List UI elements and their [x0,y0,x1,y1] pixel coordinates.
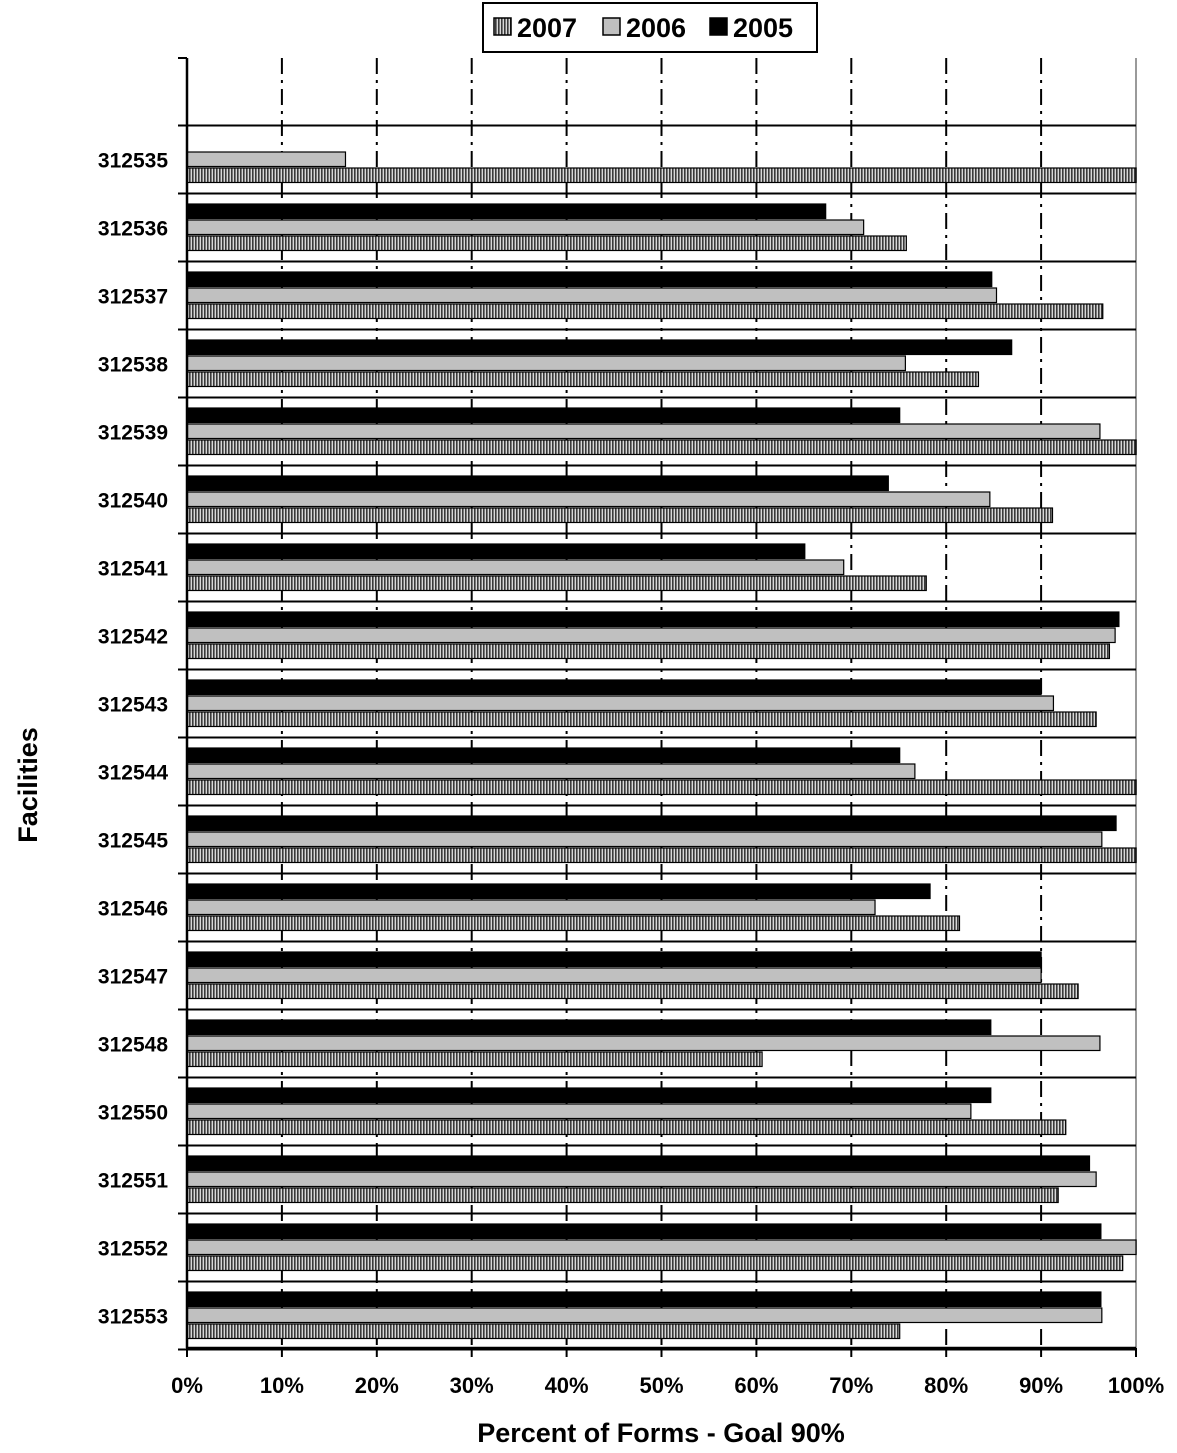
bar-2005-312545 [186,815,1117,832]
bar-2005-312551 [186,1155,1091,1172]
x-tick-label: 90% [1019,1373,1063,1398]
bar-2007-312547 [186,983,1079,1000]
bar-2006-312552 [186,1239,1137,1256]
bar-2006-312539 [186,423,1101,440]
x-tick-label: 50% [639,1373,683,1398]
x-tick-label: 100% [1108,1373,1164,1398]
bar-2005-312537 [186,271,993,288]
y-tick-label: 312541 [98,558,168,581]
y-tick-label: 312547 [98,966,168,989]
bar-2007-312538 [186,371,980,388]
bar-2005-312539 [186,407,901,424]
bar-2005-312547 [186,951,1042,968]
x-tick-label: 20% [355,1373,399,1398]
bar-2007-312540 [186,507,1054,524]
bar-2005-312540 [186,475,889,492]
bar-2007-312546 [186,915,961,932]
bar-2007-312548 [186,1051,763,1068]
bar-2006-312537 [186,287,998,304]
bar-2006-312542 [186,627,1116,644]
bar-2006-312541 [186,559,845,576]
bar-2007-312551 [186,1187,1059,1204]
bar-2006-312536 [186,219,865,236]
bar-2006-312545 [186,831,1103,848]
x-tick-label: 30% [450,1373,494,1398]
legend-swatch-2006 [602,17,621,36]
bar-2005-312553 [186,1291,1102,1308]
bar-2006-312543 [186,695,1055,712]
bar-2005-312542 [186,611,1120,628]
bar-2007-312543 [186,711,1097,728]
y-tick-label: 312550 [98,1102,168,1125]
y-axis-title: Facilities [13,727,43,843]
bar-2007-312536 [186,235,907,252]
bar-2005-312552 [186,1223,1102,1240]
x-tick-label: 0% [171,1373,203,1398]
legend-swatch-2005 [709,17,728,36]
y-tick-label: 312548 [98,1034,168,1057]
bar-2007-312537 [186,303,1104,320]
y-tick-label: 312536 [98,218,168,241]
x-tick-label: 70% [829,1373,873,1398]
x-tick-label: 60% [734,1373,778,1398]
bar-2006-312538 [186,355,906,372]
bar-2005-312538 [186,339,1013,356]
bar-2006-312551 [186,1171,1097,1188]
x-tick-label: 10% [260,1373,304,1398]
bar-2007-312542 [186,643,1111,660]
y-tick-label: 312535 [98,150,168,173]
bar-2006-312550 [186,1103,972,1120]
bar-2006-312553 [186,1307,1103,1324]
bar-2007-312539 [186,439,1137,456]
y-tick-label: 312542 [98,626,168,649]
bar-2006-312544 [186,763,916,780]
legend-box [482,2,818,53]
y-tick-label: 312552 [98,1238,168,1261]
bar-2006-312540 [186,491,991,508]
legend-label-2005: 2005 [733,13,793,43]
y-tick-label: 312553 [98,1306,168,1329]
x-axis-title: Percent of Forms - Goal 90% [477,1418,845,1448]
bar-2005-312543 [186,679,1042,696]
bar-2005-312546 [186,883,931,900]
bar-2006-312546 [186,899,876,916]
y-tick-label: 312544 [98,762,168,785]
bar-2005-312544 [186,747,901,764]
y-tick-label: 312546 [98,898,168,921]
bar-2005-312548 [186,1019,992,1036]
legend-label-2007: 2007 [517,13,577,43]
x-tick-label: 40% [545,1373,589,1398]
bar-2006-312547 [186,967,1042,984]
bar-2007-312545 [186,847,1137,864]
y-tick-label: 312543 [98,694,168,717]
legend-swatch-2007 [493,17,512,36]
legend-label-2006: 2006 [626,13,686,43]
bar-2007-312552 [186,1255,1124,1272]
bar-2005-312550 [186,1087,992,1104]
bar-2007-312535 [186,167,1137,184]
bar-2005-312541 [186,543,806,560]
y-tick-label: 312551 [98,1170,168,1193]
bar-2007-312553 [186,1323,901,1340]
bar-2006-312548 [186,1035,1101,1052]
y-tick-label: 312540 [98,490,168,513]
x-tick-label: 80% [924,1373,968,1398]
y-tick-label: 312537 [98,286,168,309]
bar-2005-312536 [186,203,827,220]
bar-2007-312550 [186,1119,1067,1136]
bar-2006-312535 [186,151,347,168]
bar-2007-312544 [186,779,1137,796]
y-tick-label: 312545 [98,830,168,853]
y-tick-label: 312539 [98,422,168,445]
bar-2007-312541 [186,575,927,592]
y-tick-label: 312538 [98,354,168,377]
